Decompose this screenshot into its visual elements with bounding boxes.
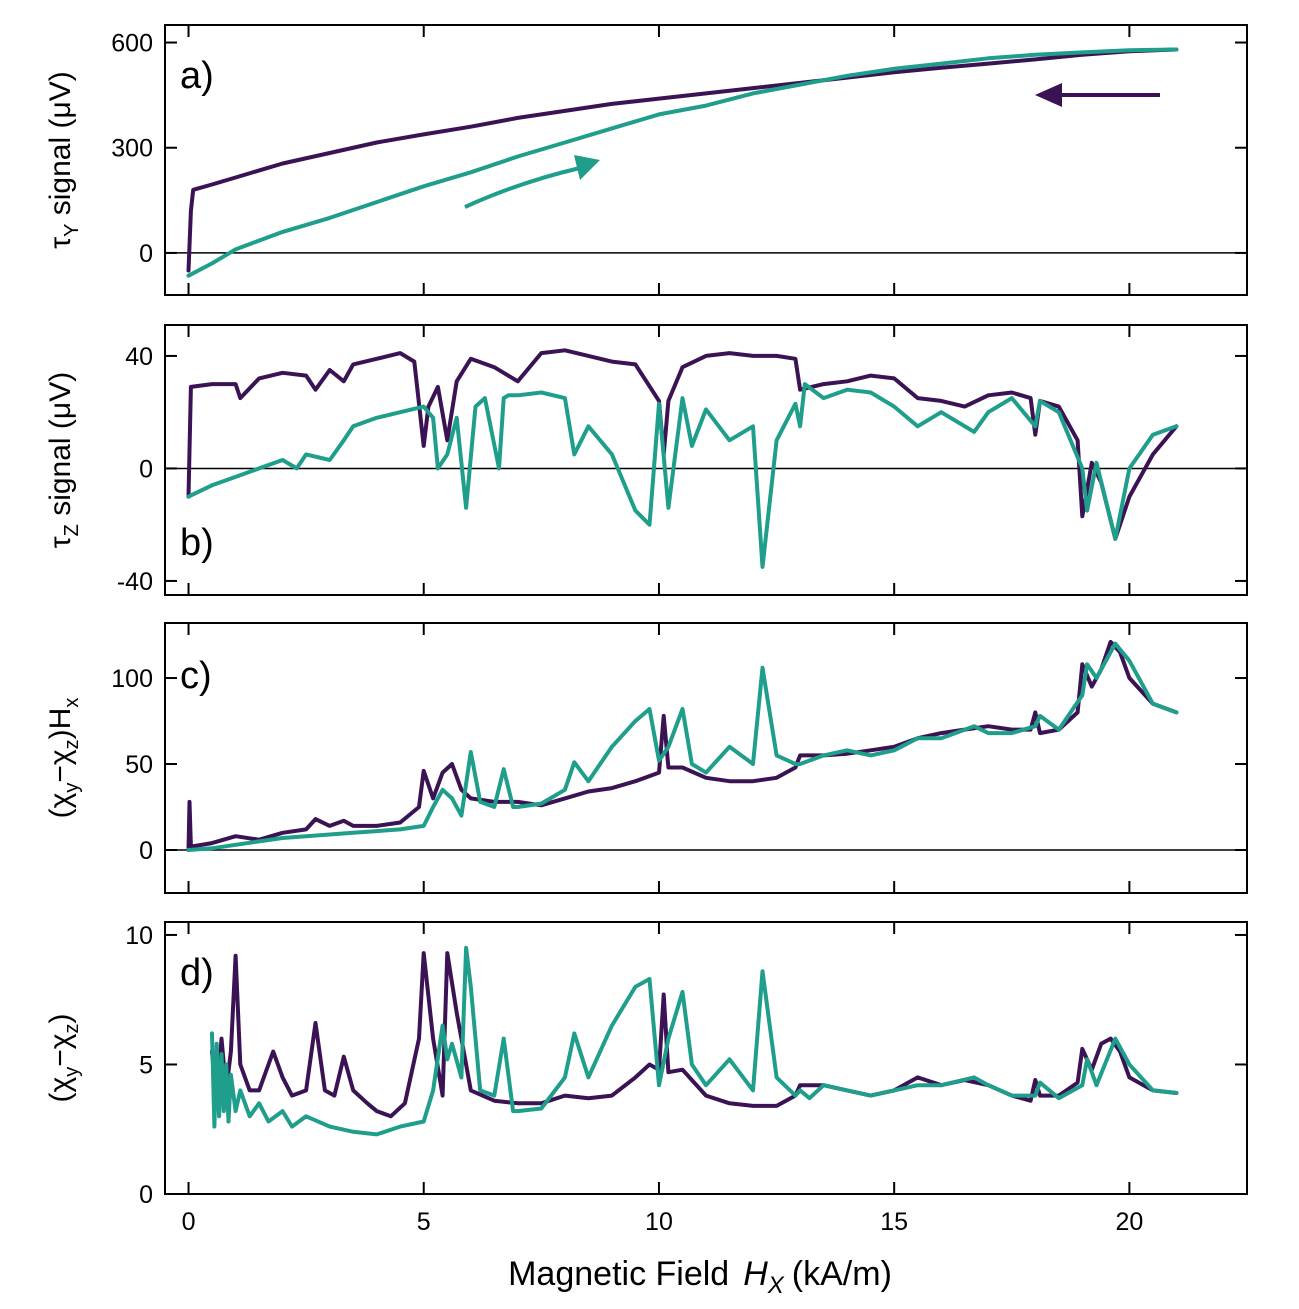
panel-a-label: a) <box>180 55 214 97</box>
x-axis-label-text: Magnetic Field <box>508 1255 729 1293</box>
panel-d-ylabel-sub1: y <box>61 1067 83 1077</box>
series-line-up <box>186 47 1179 278</box>
panel-c-ylabel-sub1: y <box>61 783 83 793</box>
panel-b-frame <box>164 324 1248 596</box>
panel-a-arrow-up-shaft <box>464 166 581 209</box>
panel-c-ylabel-sub2: z <box>61 739 83 749</box>
series-line-up <box>186 382 1179 569</box>
panel-a-x-ticks <box>187 25 1131 295</box>
panel-d-label: d) <box>180 952 214 994</box>
x-tick-label: 20 <box>1115 1208 1143 1236</box>
panel-c-ylabel-sub3: x <box>61 698 83 708</box>
panel-d-ylabel-post: ) <box>44 1013 77 1023</box>
panel-b-ylabel-sub: Z <box>61 524 83 536</box>
panel-a-ylabel-sub: Y <box>61 224 83 237</box>
panel-b-series <box>186 348 1179 569</box>
x-tick-label: 10 <box>645 1208 673 1236</box>
panel-c-ylabel-pre: (χ <box>44 792 77 818</box>
x-axis-label-var: H <box>743 1255 768 1293</box>
series-line-down <box>186 47 1179 273</box>
y-tick-label: 10 <box>125 922 153 950</box>
panel-a-series <box>186 47 1179 278</box>
series-line-up <box>210 945 1179 1137</box>
panel-c-ylabel-post: )H <box>44 708 77 740</box>
panel-a: 0 300 600 a) τY signal (μV) <box>44 24 1248 296</box>
panel-c-series <box>186 639 1179 852</box>
y-tick-label: 0 <box>139 837 153 865</box>
y-tick-label: -40 <box>117 568 153 596</box>
panel-c-frame <box>164 622 1248 894</box>
x-axis-label-unit: (kA/m) <box>792 1255 892 1293</box>
y-tick-label: 40 <box>125 343 153 371</box>
panel-b: -40 0 40 b) τZ signal (μV) <box>44 324 1248 596</box>
y-tick-label: 300 <box>111 135 153 163</box>
panel-d-ylabel-pre: (χ <box>44 1077 77 1103</box>
series-line-down <box>186 639 1179 852</box>
panel-d-ylabel: (χy−χz) <box>44 1013 83 1102</box>
panel-d-x-tick-labels: 0 5 10 15 20 <box>182 1208 1144 1236</box>
panel-d-ylabel-mid: −χ <box>44 1033 77 1067</box>
panel-b-ylabel-sym: τ <box>44 536 77 548</box>
panel-c-ylabel: (χy−χz)Hx <box>44 698 83 819</box>
panel-c-y-ticks: 0 50 100 <box>111 665 1247 865</box>
panel-a-arrow-up-head <box>574 155 600 180</box>
x-axis-label: Magnetic Field HX (kA/m) <box>508 1255 892 1299</box>
x-tick-label: 5 <box>417 1208 431 1236</box>
panel-d-x-ticks <box>187 922 1131 1194</box>
panel-b-ylabel: τZ signal (μV) <box>44 372 83 548</box>
panel-a-frame <box>164 24 1248 296</box>
y-tick-label: 0 <box>139 455 153 483</box>
y-tick-label: 5 <box>139 1051 153 1079</box>
panel-d-y-ticks: 0 5 10 <box>125 922 1247 1209</box>
y-tick-label: 50 <box>125 751 153 779</box>
panel-c-ylabel-mid: −χ <box>44 749 77 783</box>
panel-c-label: c) <box>180 655 212 697</box>
y-tick-label: 100 <box>111 665 153 693</box>
x-tick-label: 15 <box>880 1208 908 1236</box>
x-axis-label-sub: X <box>767 1272 785 1299</box>
panel-d-ylabel-sub2: z <box>61 1023 83 1033</box>
panel-d-series <box>210 945 1179 1137</box>
panel-c-x-ticks <box>187 623 1131 893</box>
panel-b-ylabel-rest: signal (μV) <box>44 372 77 524</box>
panel-b-x-ticks <box>187 325 1131 595</box>
panel-b-y-ticks: -40 0 40 <box>117 343 1247 596</box>
y-tick-label: 0 <box>139 1181 153 1209</box>
panel-c: 0 50 100 c) (χy−χz)Hx <box>44 622 1248 894</box>
y-tick-label: 600 <box>111 30 153 58</box>
panel-d: 0 5 10 d) (χy−χz) 0 5 10 15 20 <box>44 921 1248 1236</box>
panel-a-ylabel-rest: signal (μV) <box>44 71 77 223</box>
series-line-down <box>186 348 1179 541</box>
series-line-up <box>186 641 1179 852</box>
y-tick-label: 0 <box>139 240 153 268</box>
panel-d-frame <box>164 921 1248 1195</box>
panel-a-ylabel-sym: τ <box>44 237 77 249</box>
panel-a-arrow-down-head <box>1035 83 1062 107</box>
x-tick-label: 0 <box>182 1208 196 1236</box>
panel-a-ylabel: τY signal (μV) <box>44 71 83 249</box>
panel-b-label: b) <box>180 522 214 564</box>
series-line-down <box>210 951 1179 1119</box>
panel-a-y-ticks: 0 300 600 <box>111 30 1247 268</box>
